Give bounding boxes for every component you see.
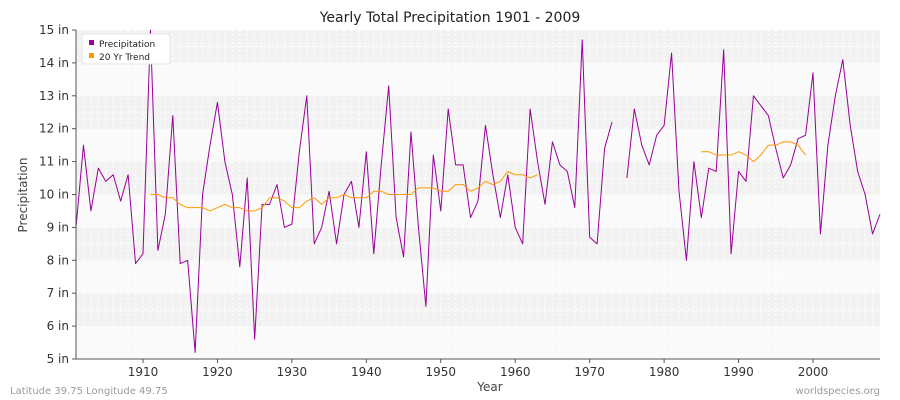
x-tick-label: 1930: [277, 365, 308, 379]
y-axis-label: Precipitation: [16, 157, 30, 232]
chart-title: Yearly Total Precipitation 1901 - 2009: [319, 10, 581, 26]
x-tick-label: 1920: [202, 365, 233, 379]
y-tick-label: 14 in: [39, 56, 69, 70]
x-axis-label: Year: [476, 380, 502, 394]
axes: 5 in 6 in 7 in 8 in 9 in 10 in 11 in 12 in 13 in…: [39, 23, 880, 379]
x-tick-label: 1950: [426, 365, 457, 379]
legend-marker-trend: [89, 53, 94, 58]
legend: Precipitation 20 Yr Trend: [81, 33, 171, 65]
footer-source: worldspecies.org: [796, 386, 880, 397]
y-tick-label: 15 in: [39, 23, 69, 37]
x-tick-label: 2000: [798, 365, 829, 379]
x-tick-label: 1940: [351, 365, 382, 379]
x-tick-label: 1910: [128, 365, 159, 379]
footer-coordinates: Latitude 39.75 Longitude 49.75: [10, 386, 168, 397]
legend-label-precipitation: Precipitation: [99, 40, 155, 50]
x-tick-label: 1970: [574, 365, 605, 379]
y-tick-label: 13 in: [39, 89, 69, 103]
y-tick-label: 9 in: [47, 220, 69, 234]
trend-line: [150, 141, 806, 212]
y-tick-label: 10 in: [39, 188, 69, 202]
y-tick-label: 12 in: [39, 122, 69, 136]
y-tick-label: 7 in: [47, 286, 69, 300]
y-tick-label: 5 in: [47, 352, 69, 366]
legend-box: [81, 33, 171, 65]
x-tick-label: 1990: [723, 365, 754, 379]
legend-label-trend: 20 Yr Trend: [99, 53, 150, 63]
legend-marker-precipitation: [89, 40, 94, 45]
x-tick-label: 1980: [649, 365, 680, 379]
x-tick-label: 1960: [500, 365, 531, 379]
y-tick-label: 6 in: [47, 319, 69, 333]
series-layer: [75, 29, 881, 353]
y-tick-label: 8 in: [47, 253, 69, 267]
y-tick-label: 11 in: [39, 155, 69, 169]
